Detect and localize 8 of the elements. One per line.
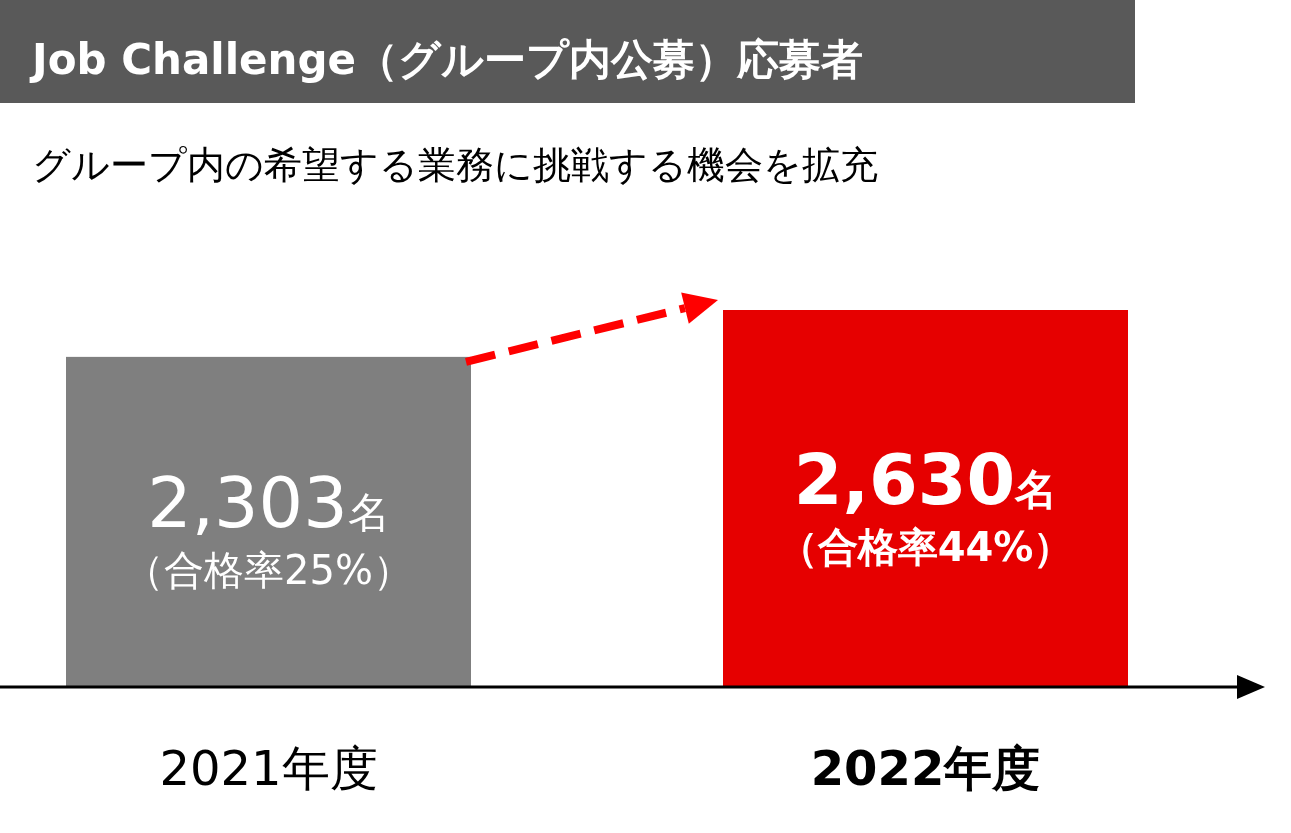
x-tick-label: 2022年度 — [810, 740, 1041, 796]
x-tick-label: 2021年度 — [159, 740, 378, 796]
chart-subtitle: グループ内の希望する業務に挑戦する機会を拡充 — [32, 143, 878, 187]
chart-title: Job Challenge（グループ内公募）応募者 — [29, 35, 863, 84]
annotation: （合格率25%） — [124, 546, 413, 593]
data-label: 2,630名 — [793, 438, 1058, 521]
data-label: 2,303名 — [147, 461, 390, 544]
annotation: （合格率44%） — [777, 523, 1074, 570]
